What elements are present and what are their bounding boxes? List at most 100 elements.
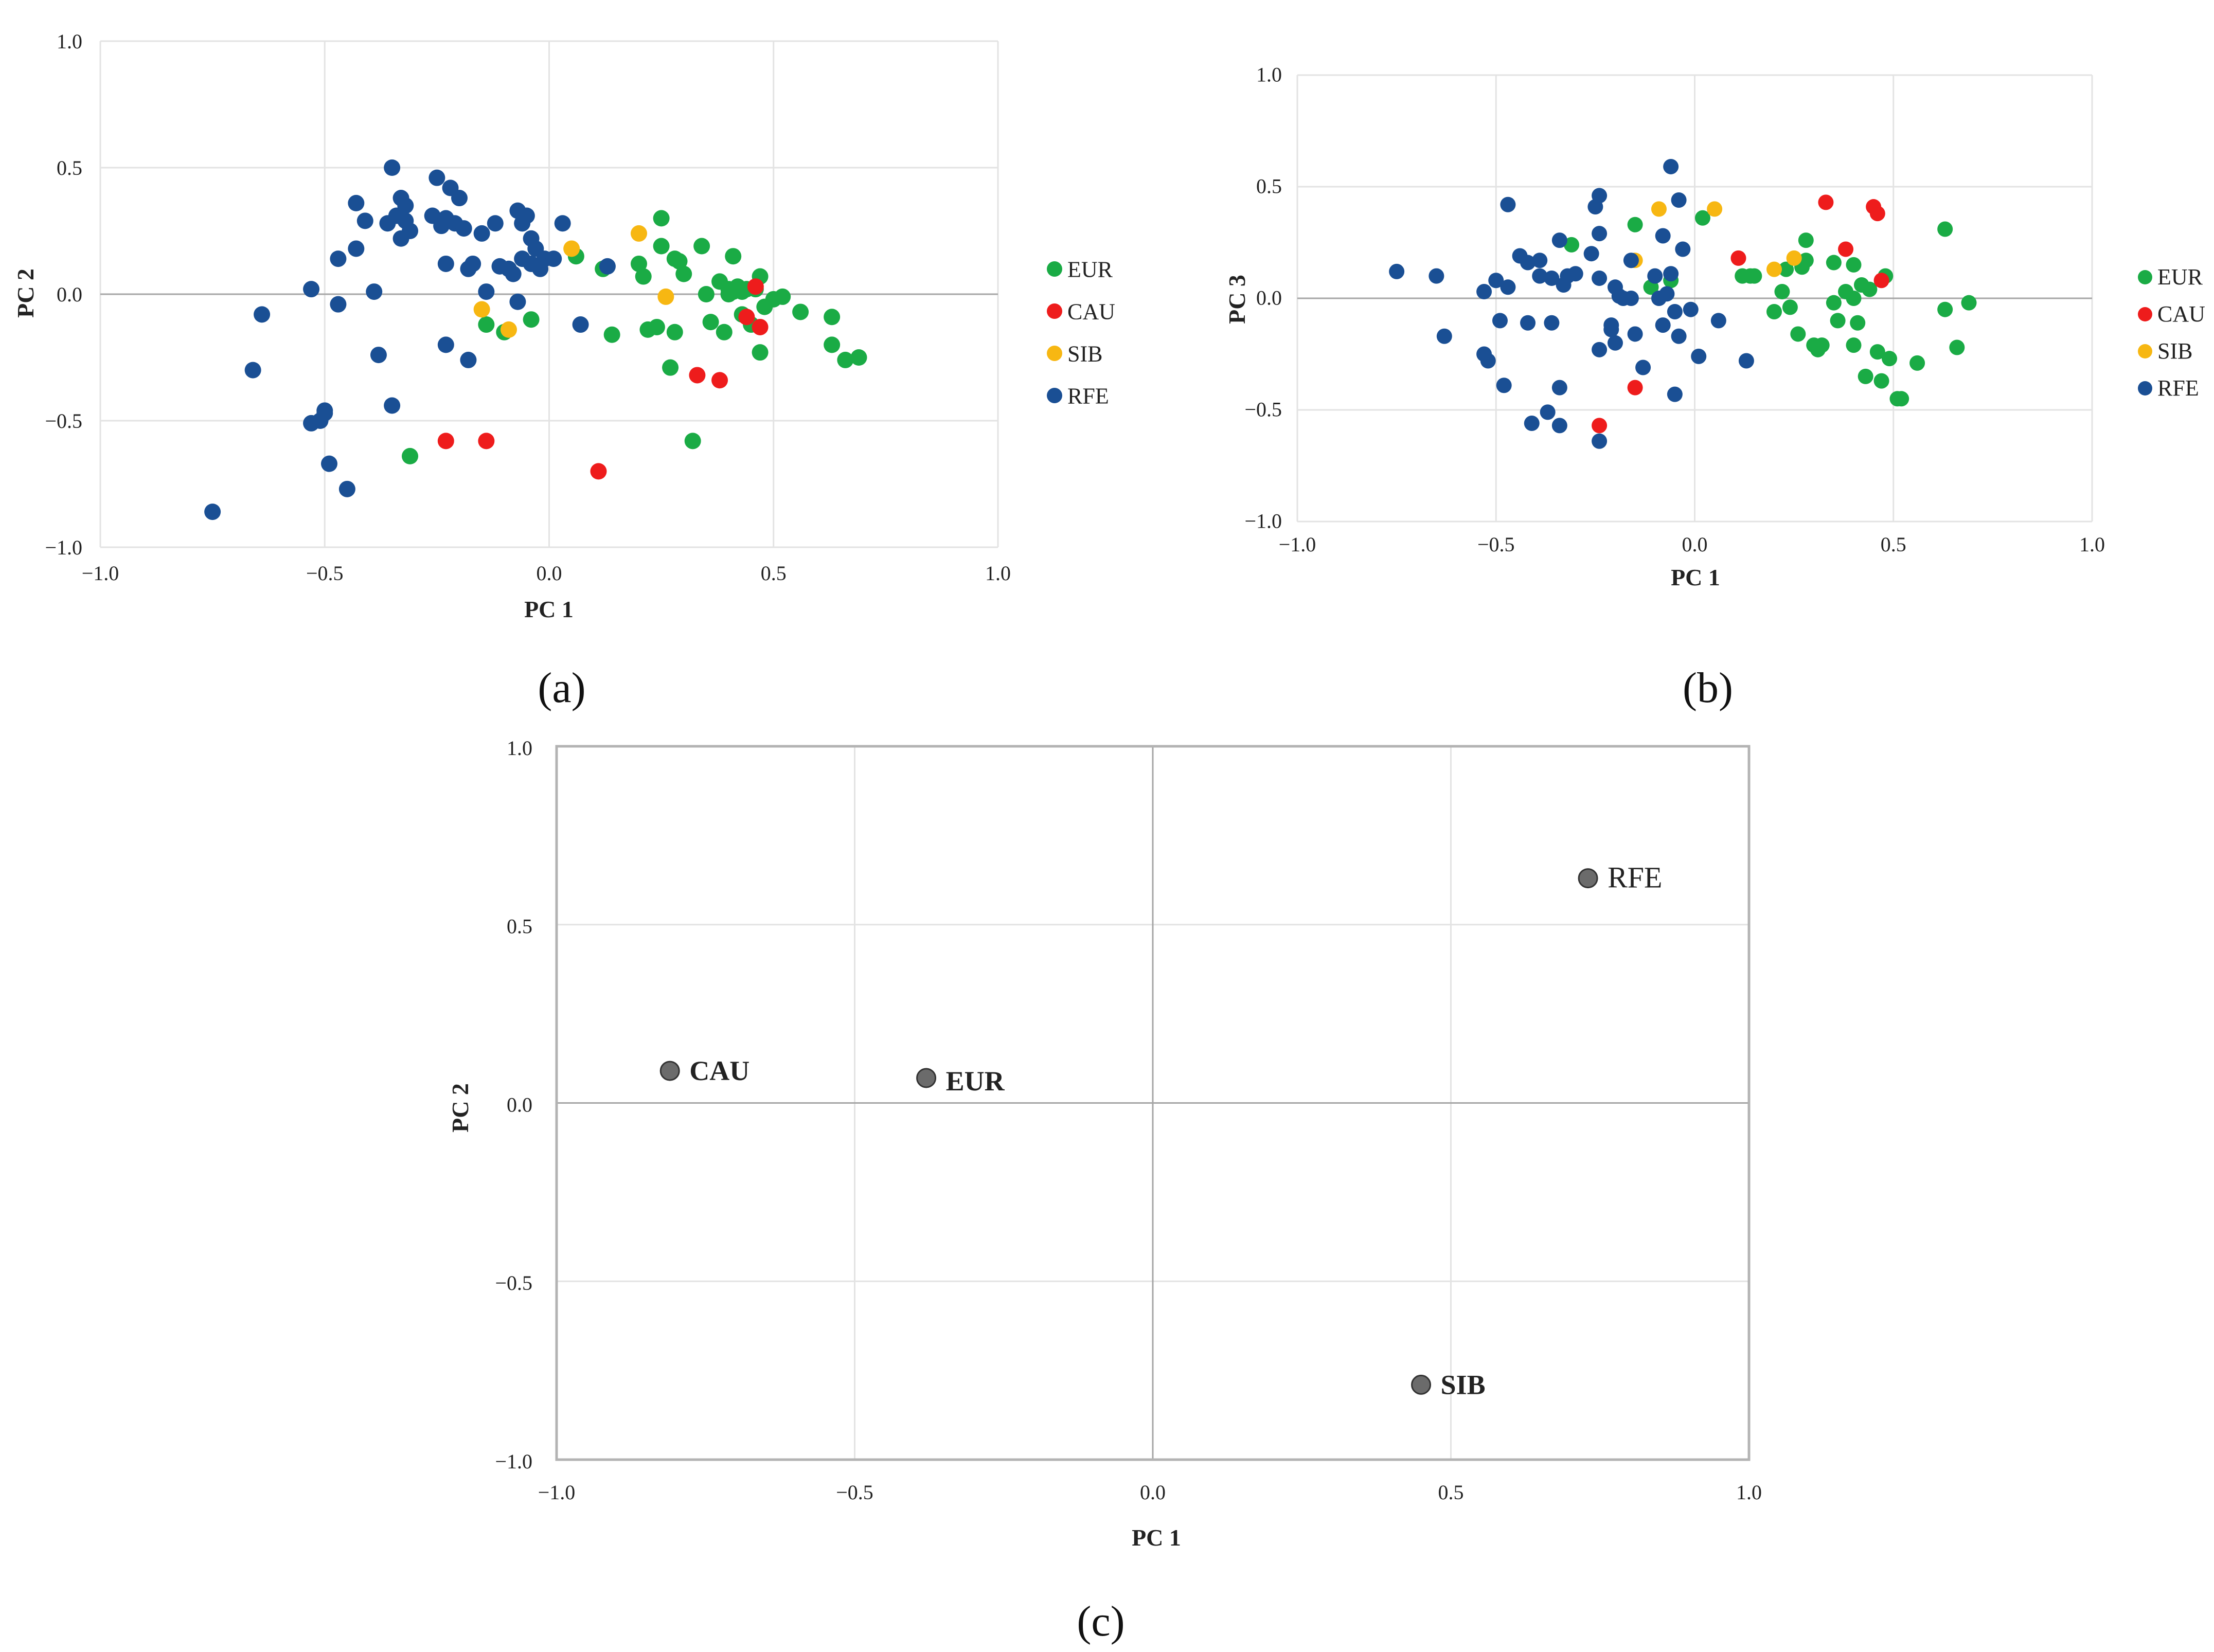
chart-a-point-eur bbox=[603, 326, 620, 343]
chart-b-xlabel: PC 1 bbox=[1671, 564, 1720, 590]
chart-c-ytick-label: −1.0 bbox=[495, 1450, 532, 1473]
chart-b-point-sib bbox=[1766, 261, 1782, 277]
chart-a-point-eur bbox=[653, 238, 670, 255]
chart-b-ytick-label: −0.5 bbox=[1244, 398, 1282, 421]
chart-b-point-rfe bbox=[1667, 304, 1683, 320]
chart-a-point-cau bbox=[738, 309, 755, 326]
chart-b-point-rfe bbox=[1671, 192, 1687, 208]
chart-b-point-rfe bbox=[1592, 433, 1608, 449]
chart-a-point-eur bbox=[666, 324, 683, 340]
chart-a-point-rfe bbox=[599, 258, 616, 275]
chart-b-panel-label: (b) bbox=[1683, 664, 1733, 712]
chart-a-point-eur bbox=[752, 344, 769, 361]
chart-b-point-eur bbox=[1766, 304, 1782, 320]
chart-b-point-eur bbox=[1826, 255, 1842, 271]
chart-b-point-rfe bbox=[1496, 378, 1512, 393]
chart-a-point-eur bbox=[716, 324, 733, 340]
chart-b-point-rfe bbox=[1691, 348, 1707, 364]
chart-a-point-eur bbox=[635, 268, 652, 285]
chart-b-xtick-label: 0.0 bbox=[1682, 533, 1708, 556]
chart-b-legend-marker-rfe bbox=[2138, 381, 2152, 396]
chart-a-ticks: −1.0 −0.5 0.0 0.5 1.0 −1.0 −0.5 0.0 0.5 1.0 bbox=[45, 30, 1011, 585]
chart-b-point-eur bbox=[1798, 232, 1814, 248]
chart-c-xtick-label: −1.0 bbox=[538, 1481, 576, 1504]
chart-b-point-rfe bbox=[1608, 335, 1623, 351]
chart-a-point-cau bbox=[478, 433, 495, 450]
chart-a-point-eur bbox=[478, 316, 495, 333]
chart-b-point-rfe bbox=[1389, 263, 1405, 279]
chart-b-point-rfe bbox=[1524, 416, 1540, 432]
chart-a-point-rfe bbox=[384, 159, 401, 176]
chart-b-point-eur bbox=[1830, 313, 1846, 329]
chart-a-ytick-label: −0.5 bbox=[45, 409, 82, 433]
chart-a-point-rfe bbox=[348, 240, 365, 257]
chart-a-point-rfe bbox=[487, 215, 504, 232]
chart-a-point-cau bbox=[747, 278, 764, 295]
chart-b-point-sib bbox=[1651, 201, 1667, 217]
chart-b-point-eur bbox=[1627, 217, 1643, 232]
chart-a-point-rfe bbox=[338, 480, 355, 497]
chart-a-xtick-label: −0.5 bbox=[306, 562, 344, 585]
chart-b-legend-marker-cau bbox=[2138, 307, 2152, 321]
chart-c-gridlines bbox=[555, 745, 1751, 1461]
chart-a-point-eur bbox=[698, 286, 715, 302]
chart-b-point-eur bbox=[1882, 351, 1898, 367]
chart-c-centroid-label-cau: CAU bbox=[689, 1055, 749, 1086]
chart-b-point-rfe bbox=[1592, 188, 1608, 204]
chart-panel-c: CAU EUR RFE SIB −1.0 −0.5 0.0 0.5 1.0 −1.0 −0.5 0.… bbox=[447, 737, 1762, 1645]
chart-b-point-rfe bbox=[1436, 328, 1452, 344]
chart-a-point-rfe bbox=[428, 169, 445, 186]
chart-b-point-rfe bbox=[1738, 353, 1754, 369]
chart-a-panel-label: (a) bbox=[538, 664, 585, 712]
chart-a-legend-marker-cau bbox=[1047, 303, 1062, 319]
chart-b-point-rfe bbox=[1551, 380, 1567, 396]
chart-a-point-eur bbox=[774, 288, 791, 305]
chart-b-point-eur bbox=[1858, 368, 1873, 384]
chart-a-xlabel: PC 1 bbox=[524, 596, 574, 622]
chart-a-point-rfe bbox=[356, 212, 373, 229]
chart-b-legend-marker-sib bbox=[2138, 344, 2152, 358]
chart-c-centroid-label-sib: SIB bbox=[1441, 1369, 1486, 1400]
chart-a-point-eur bbox=[631, 255, 647, 272]
chart-a-ytick-label: −1.0 bbox=[45, 536, 82, 559]
chart-b-point-cau bbox=[1873, 273, 1889, 289]
chart-b-ylabel: PC 3 bbox=[1224, 275, 1250, 324]
chart-a-point-eur bbox=[675, 265, 692, 282]
chart-a-point-rfe bbox=[465, 255, 481, 272]
chart-b-point-eur bbox=[1846, 291, 1862, 306]
chart-c-centroid-rfe bbox=[1578, 868, 1598, 889]
chart-a-point-eur bbox=[824, 336, 841, 353]
chart-a-point-sib bbox=[500, 321, 517, 338]
chart-b-point-rfe bbox=[1544, 315, 1560, 331]
chart-a-point-eur bbox=[648, 318, 665, 335]
chart-a-point-rfe bbox=[572, 316, 589, 333]
chart-a-gridlines bbox=[99, 40, 999, 548]
chart-b-point-eur bbox=[1894, 391, 1909, 407]
chart-a-legend-marker-sib bbox=[1047, 346, 1062, 361]
chart-b-point-rfe bbox=[1683, 301, 1699, 317]
chart-a-point-rfe bbox=[437, 336, 454, 353]
chart-a-point-eur bbox=[792, 303, 809, 320]
chart-a-point-rfe bbox=[478, 283, 495, 300]
chart-a-point-rfe bbox=[451, 190, 468, 207]
chart-b-point-cau bbox=[1838, 241, 1854, 257]
chart-b-point-rfe bbox=[1710, 313, 1726, 329]
chart-b-point-rfe bbox=[1567, 266, 1583, 282]
chart-b-point-rfe bbox=[1540, 404, 1556, 420]
chart-a-point-rfe bbox=[455, 220, 472, 237]
chart-b-point-eur bbox=[1746, 268, 1762, 284]
chart-a-point-eur bbox=[720, 286, 737, 302]
chart-b-point-cau bbox=[1869, 206, 1885, 222]
chart-a-point-rfe bbox=[437, 255, 454, 272]
chart-b-xtick-label: −0.5 bbox=[1477, 533, 1515, 556]
chart-a-point-eur bbox=[693, 238, 710, 255]
chart-a-xtick-label: 0.5 bbox=[761, 562, 787, 585]
chart-c-centroid-eur bbox=[916, 1068, 937, 1088]
chart-a-point-rfe bbox=[505, 265, 522, 282]
chart-b-point-rfe bbox=[1663, 158, 1679, 174]
chart-b-point-eur bbox=[1790, 326, 1806, 342]
chart-a-legend-label-eur: EUR bbox=[1067, 257, 1113, 282]
chart-a-point-cau bbox=[711, 372, 728, 389]
chart-a-point-rfe bbox=[244, 362, 261, 379]
chart-a-point-rfe bbox=[254, 306, 271, 323]
